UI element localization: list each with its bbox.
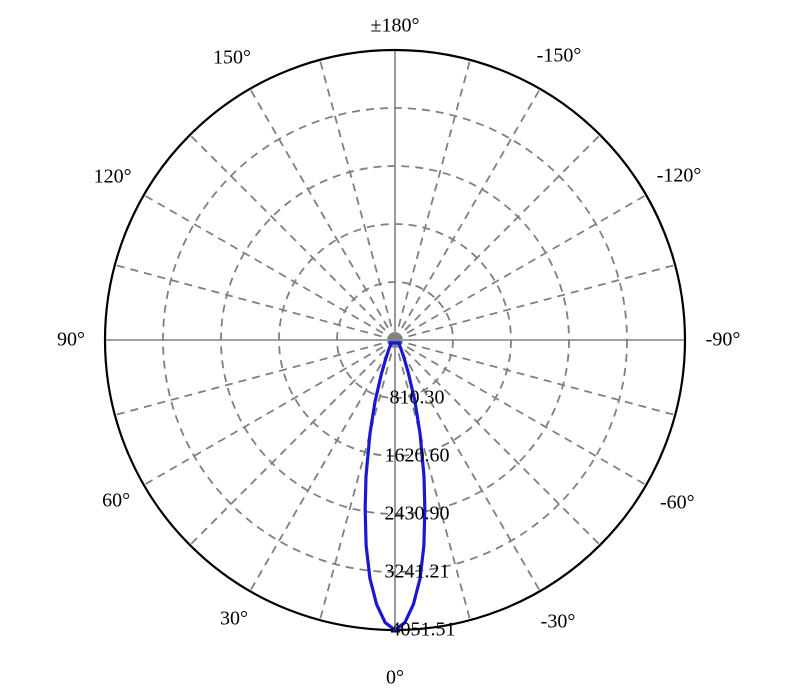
angle-label-180: ±180° [371, 15, 420, 38]
angle-label--30: -30° [541, 611, 576, 634]
angle-label-30: 30° [220, 607, 248, 630]
angle-label-120: 120° [94, 166, 132, 189]
angle-label--120: -120° [657, 165, 702, 188]
radial-tick-1: 810.30 [390, 387, 445, 410]
angle-label--150: -150° [537, 44, 582, 67]
angle-label-150: 150° [213, 46, 251, 69]
radial-tick-3: 2430.90 [385, 503, 450, 526]
radial-tick-4: 3241.21 [385, 561, 450, 584]
radial-tick-2: 1620.60 [385, 445, 450, 468]
angle-label--90: -90° [706, 329, 741, 352]
radial-tick-5: 4051.51 [391, 619, 456, 642]
angle-label-0: 0° [386, 667, 404, 690]
polar-chart: 0° 30° 60° 90° 120° 150° ±180° -150° -120° -90° -6… [0, 0, 791, 688]
polar-plot-svg [0, 0, 791, 688]
angle-label-90: 90° [57, 329, 85, 352]
angle-label-60: 60° [102, 490, 130, 513]
angle-label--60: -60° [660, 492, 695, 515]
